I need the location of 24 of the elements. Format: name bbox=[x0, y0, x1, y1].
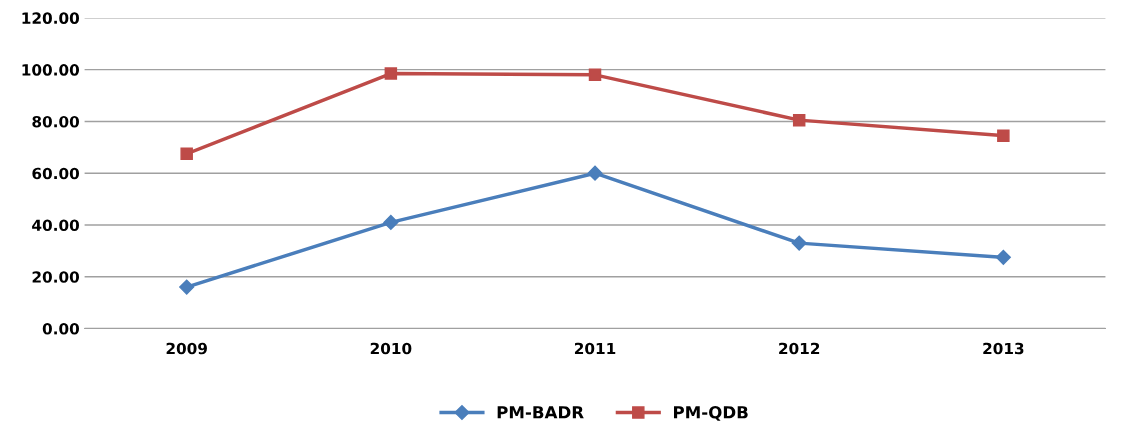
point bbox=[180, 147, 193, 161]
legend-label: PM-QDB bbox=[674, 405, 748, 421]
point bbox=[587, 165, 603, 181]
point bbox=[384, 67, 398, 80]
y-tick-label: 100.00 bbox=[22, 64, 80, 76]
point bbox=[588, 68, 602, 82]
y-tick-label: 0.00 bbox=[42, 323, 80, 335]
point bbox=[997, 129, 1010, 142]
x-tick-label: 2009 bbox=[166, 342, 207, 355]
legend-label: PM-BADR bbox=[497, 406, 584, 419]
point bbox=[179, 279, 195, 295]
y-tick-label: 20.00 bbox=[32, 271, 80, 283]
x-tick-label: 2012 bbox=[779, 342, 820, 355]
y-tick-label: 80.00 bbox=[32, 115, 80, 128]
y-tick-label: 120.00 bbox=[22, 12, 80, 24]
x-tick-label: 2011 bbox=[574, 342, 616, 355]
point bbox=[383, 214, 399, 230]
x-tick-label: 2013 bbox=[983, 342, 1024, 355]
point bbox=[791, 235, 807, 251]
x-tick-label: 2010 bbox=[370, 342, 412, 355]
point bbox=[995, 249, 1011, 265]
y-tick-label: 60.00 bbox=[32, 167, 80, 180]
y-tick-label: 40.00 bbox=[32, 219, 80, 232]
point bbox=[792, 113, 806, 127]
